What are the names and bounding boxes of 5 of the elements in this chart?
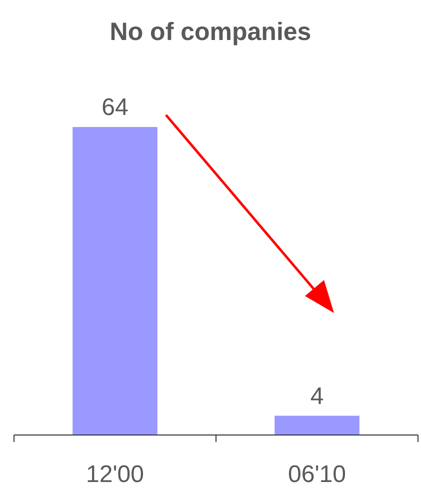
- x-tick-label: 06'10: [288, 461, 346, 488]
- data-label: 4: [310, 382, 324, 410]
- chart-title: No of companies: [110, 18, 312, 46]
- x-tick-label: 12'00: [86, 461, 144, 488]
- data-label: 64: [102, 94, 128, 121]
